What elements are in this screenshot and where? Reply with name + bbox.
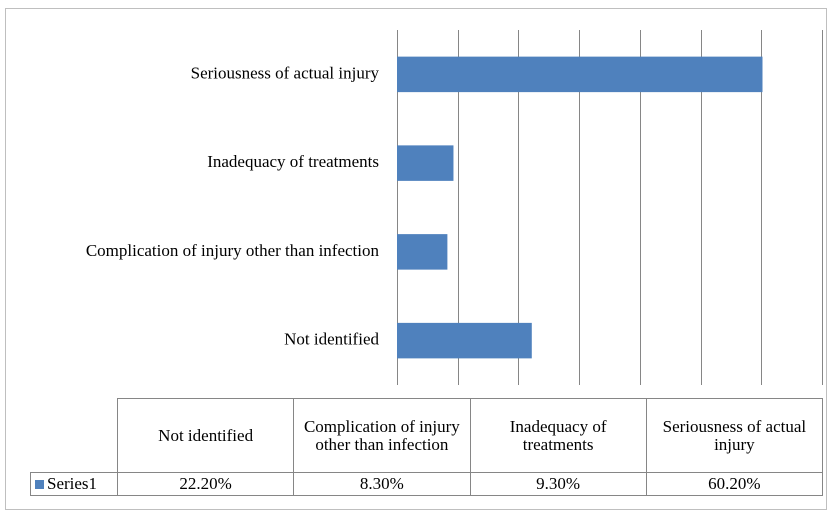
bar: [397, 322, 532, 359]
table-value: 9.30%: [469, 472, 647, 496]
legend-swatch: [35, 479, 44, 489]
table-value: 22.20%: [117, 472, 295, 496]
y-tick-label: Inadequacy of treatments: [207, 152, 379, 171]
table-value: 8.30%: [293, 472, 471, 496]
table-legend: Series1: [30, 472, 118, 496]
y-tick-label: Complication of injury other than infect…: [86, 241, 380, 260]
table-header: Inadequacy of treatments: [469, 398, 647, 473]
table-header: Seriousness of actual injury: [645, 398, 823, 473]
bar: [397, 56, 763, 93]
table-value: 60.20%: [645, 472, 823, 496]
legend-label: Series1: [47, 474, 98, 493]
table-header: Not identified: [117, 398, 295, 473]
bar: [397, 234, 448, 270]
table-header: Complication of injury other than infect…: [293, 398, 471, 473]
y-tick-label: Not identified: [284, 330, 379, 349]
y-tick-label: Seriousness of actual injury: [191, 63, 380, 82]
bar: [397, 145, 454, 181]
